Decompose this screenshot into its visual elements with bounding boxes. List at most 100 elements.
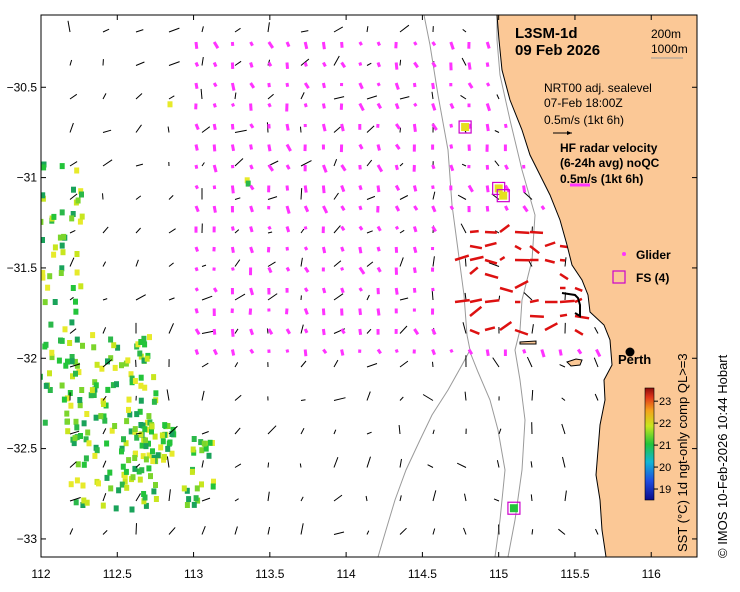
sst-pixel	[121, 436, 126, 443]
sealevel-vector	[300, 399, 306, 401]
sealevel-vector	[531, 529, 534, 535]
sst-pixel	[206, 452, 212, 459]
sealevel-vector	[300, 30, 309, 33]
glider-vector	[321, 164, 328, 173]
sst-pixel	[186, 496, 192, 503]
hf-vector	[544, 241, 556, 248]
glider-vector	[376, 308, 381, 316]
glider-vector	[467, 348, 474, 355]
glider-vector	[212, 287, 218, 293]
sealevel-vector	[333, 293, 344, 301]
sealevel-vector	[102, 129, 112, 133]
glider-vector	[376, 102, 383, 110]
garden-island	[566, 358, 583, 367]
sst-pixel	[189, 468, 195, 475]
sst-pixel	[67, 340, 73, 346]
sealevel-vector	[234, 27, 241, 33]
glider-vector	[358, 62, 363, 67]
hf-vector	[484, 272, 499, 280]
sealevel-vector	[201, 295, 213, 301]
glider-vector	[285, 226, 291, 233]
glider-vector	[230, 144, 236, 152]
glider-vector	[358, 164, 362, 170]
glider-vector	[376, 266, 382, 273]
sealevel-vector	[69, 461, 77, 468]
sealevel-vector	[135, 124, 142, 133]
hf-vector	[469, 328, 480, 335]
glider-vector	[485, 62, 490, 68]
sealevel-vector	[456, 462, 467, 468]
sealevel-vector	[69, 59, 73, 66]
glider-vector	[340, 267, 345, 271]
glider-vector	[285, 205, 291, 215]
sst-pixel	[94, 447, 100, 454]
sst-pixel	[134, 411, 140, 418]
hf-vector	[559, 272, 569, 281]
sealevel-vector	[333, 96, 345, 100]
sst-pixel	[203, 445, 209, 452]
glider-vector	[485, 103, 492, 112]
glider-vector	[303, 41, 309, 50]
sst-pixel	[132, 378, 138, 384]
glider-vector	[194, 164, 199, 170]
sealevel-vector	[366, 261, 374, 267]
sealevel-vector	[528, 260, 533, 267]
sst-pixel	[64, 395, 70, 402]
sst-pixel	[199, 447, 205, 454]
sst-pixel	[132, 426, 138, 433]
sst-pixel	[210, 483, 216, 490]
sst-pixel	[122, 472, 128, 479]
glider-vector	[467, 123, 472, 130]
fs-station-box	[496, 189, 510, 203]
glider-vector	[230, 123, 235, 130]
sealevel-vector	[432, 361, 434, 368]
glider-vector	[285, 185, 290, 191]
glider-vector	[212, 328, 217, 335]
sealevel-vector	[102, 359, 113, 368]
sealevel-vector	[69, 430, 80, 435]
sst-pixel	[70, 211, 76, 217]
sealevel-vector	[201, 362, 209, 368]
sealevel-vector	[494, 160, 500, 167]
glider-vector	[449, 164, 455, 172]
glider-vector	[358, 82, 364, 90]
rottnest-island	[519, 340, 537, 345]
glider-vector	[322, 205, 329, 214]
hf-vector	[499, 256, 506, 262]
glider-vector	[376, 144, 381, 151]
sealevel-vector	[531, 389, 534, 401]
sst-pixel	[152, 433, 158, 440]
sealevel-vector	[399, 495, 402, 502]
sealevel-vector	[365, 495, 368, 502]
fs-station-sst	[509, 504, 518, 513]
sealevel-vector	[431, 91, 434, 100]
glider-vector	[376, 82, 381, 87]
glider-vector	[540, 349, 546, 358]
sst-pixel	[69, 358, 75, 365]
sealevel-vector	[135, 61, 145, 66]
glider-vector	[249, 144, 253, 150]
glider-vector	[285, 143, 292, 152]
sst-pixel	[101, 401, 106, 407]
sealevel-vector	[494, 130, 500, 133]
sealevel-vector	[168, 425, 178, 435]
sst-pixel	[59, 265, 65, 272]
glider-vector	[230, 226, 235, 231]
sst-pixel	[161, 454, 167, 460]
glider-vector	[249, 184, 255, 191]
sealevel-vector	[168, 95, 175, 100]
sealevel-vector	[234, 197, 241, 200]
sealevel-vector	[102, 493, 107, 502]
sealevel-vector	[102, 226, 109, 234]
sst-colorbar: 19 20 21 22 23 SST (°C) 1d ngt-only comp QL>…	[644, 353, 690, 552]
glider-vector	[303, 62, 308, 67]
glider-vector	[285, 123, 290, 131]
x-tick-label: 115.5	[560, 567, 589, 581]
glider-vector	[340, 225, 346, 232]
sealevel-vector	[498, 428, 502, 435]
glider-vector	[303, 103, 308, 108]
sealevel-vector	[168, 323, 174, 334]
sst-pixel	[146, 426, 152, 433]
sealevel-vector	[69, 93, 78, 100]
sealevel-vector	[201, 497, 211, 502]
